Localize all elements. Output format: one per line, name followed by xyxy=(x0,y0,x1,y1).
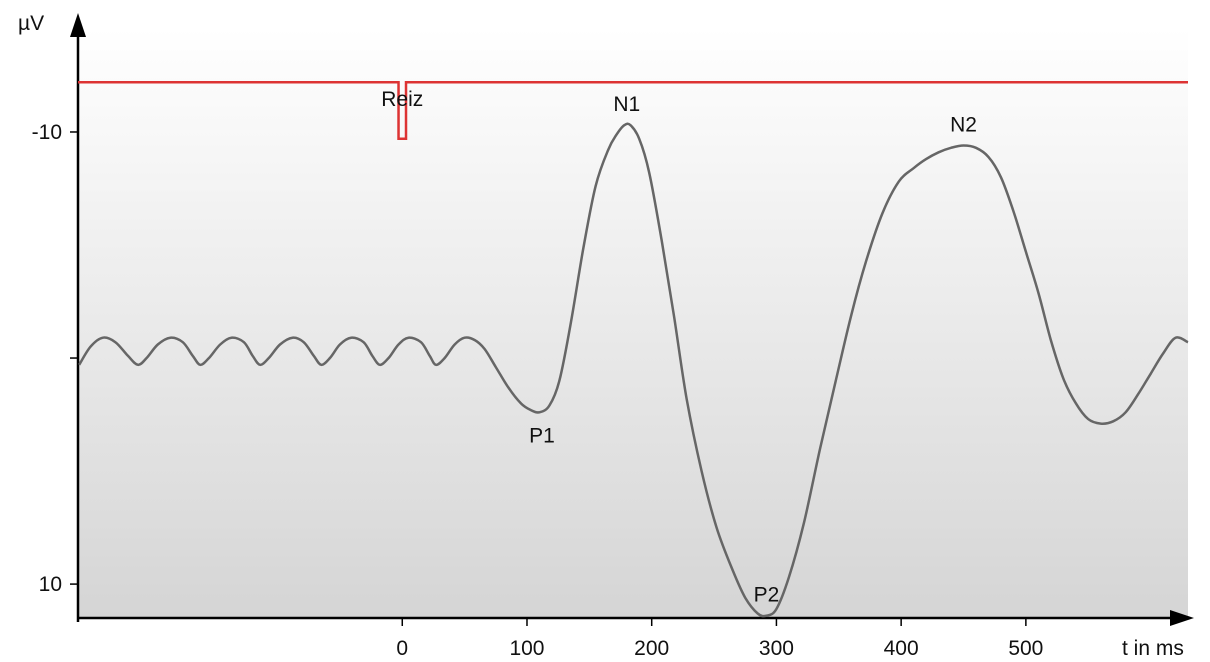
x-tick-label: 300 xyxy=(759,637,794,660)
x-ticks: 0 100 200 300 400 500 xyxy=(396,618,1043,660)
y-axis: µV xyxy=(18,12,86,622)
x-axis-unit: t in ms xyxy=(1122,637,1184,660)
y-tick-label: -10 xyxy=(32,121,62,144)
x-tick-label: 0 xyxy=(396,637,408,660)
x-tick-label: 200 xyxy=(634,637,669,660)
peak-label-p2: P2 xyxy=(754,584,780,607)
y-tick-label: 10 xyxy=(39,573,62,596)
peak-label-n1: N1 xyxy=(613,93,640,116)
peak-label-n2: N2 xyxy=(950,114,977,137)
waveform-line xyxy=(78,122,1189,618)
y-axis-unit: µV xyxy=(18,12,44,35)
stimulus-trace: Reiz xyxy=(78,81,1188,141)
x-axis: t in ms xyxy=(78,610,1194,660)
peak-label-p1: P1 xyxy=(529,424,555,447)
y-ticks: -10 10 xyxy=(32,121,78,596)
stimulus-line xyxy=(78,81,1188,141)
x-tick-label: 400 xyxy=(884,637,919,660)
y-axis-arrow xyxy=(70,13,86,37)
x-axis-arrow xyxy=(1170,610,1194,626)
x-tick-label: 500 xyxy=(1008,637,1043,660)
peak-annotations: P1 N1 P2 N2 xyxy=(529,93,977,607)
plot-background xyxy=(78,28,1188,618)
waveform-trace xyxy=(78,122,1189,618)
stimulus-label: Reiz xyxy=(381,88,423,111)
x-tick-label: 100 xyxy=(509,637,544,660)
